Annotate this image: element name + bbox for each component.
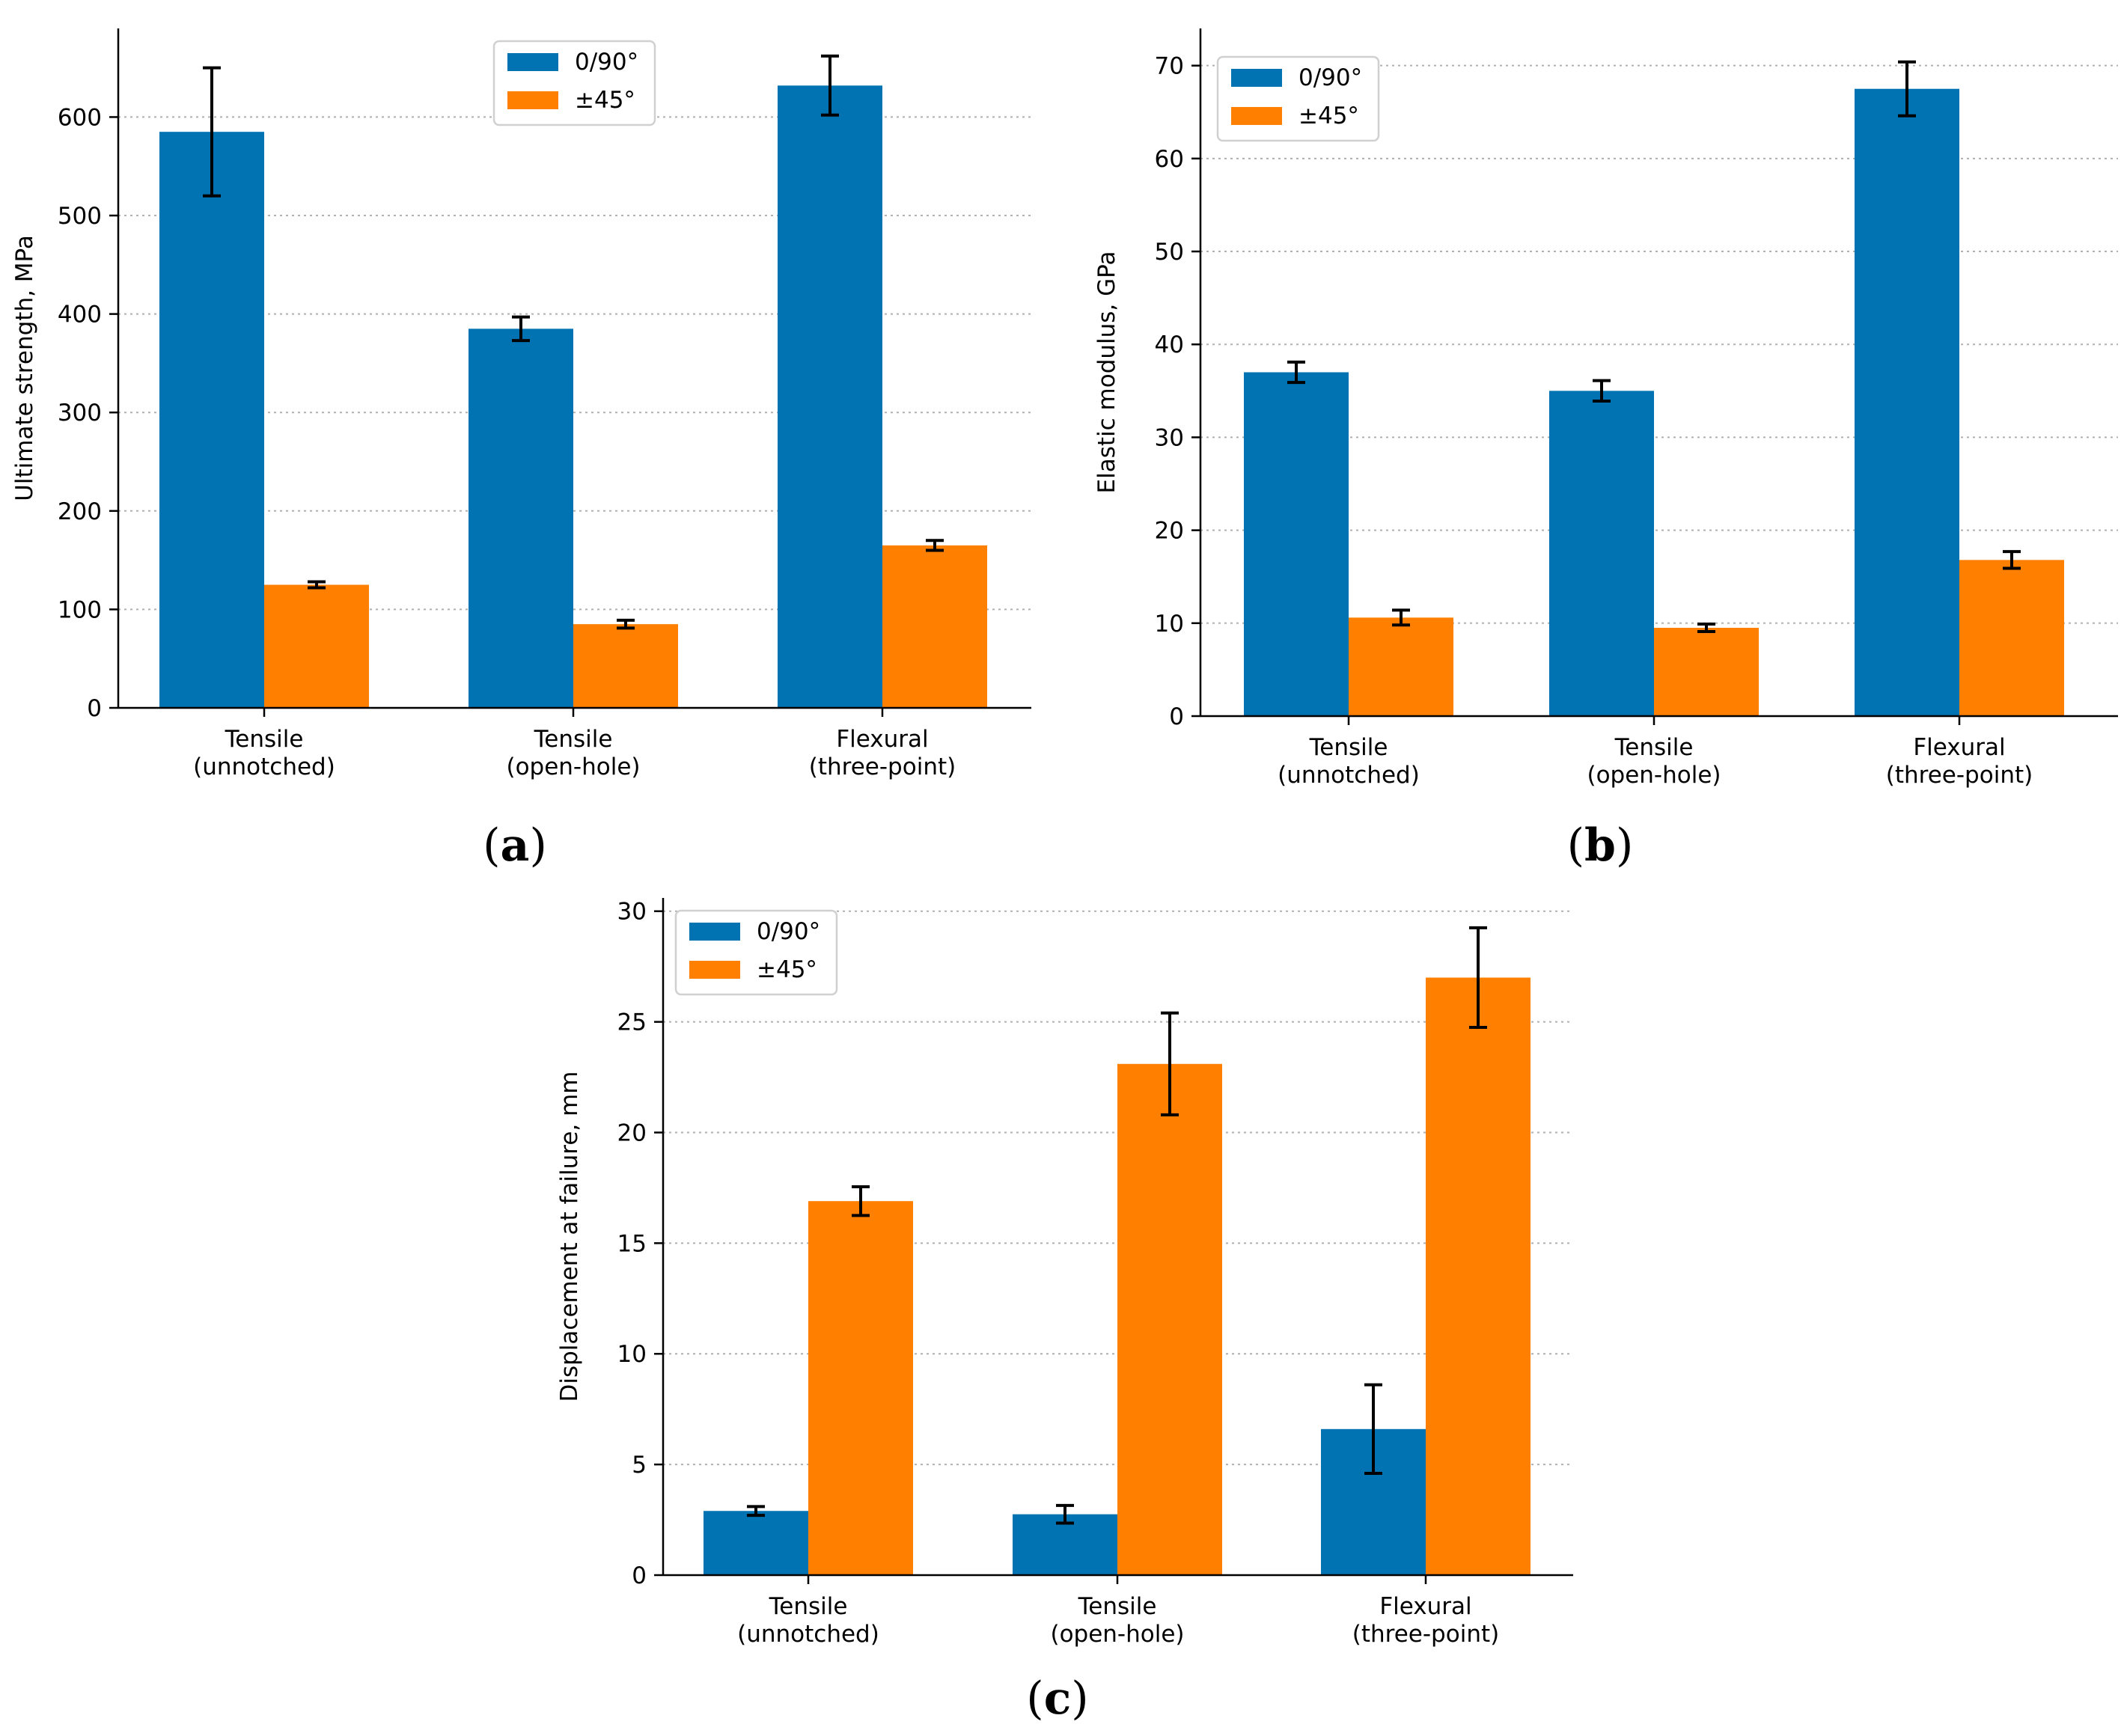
bar bbox=[1426, 977, 1531, 1575]
y-tick-label: 50 bbox=[1155, 239, 1184, 266]
bar bbox=[778, 85, 882, 708]
x-tick-label: Flexural bbox=[1379, 1593, 1471, 1620]
x-tick-label: Tensile bbox=[1078, 1593, 1157, 1620]
x-tick-label: Flexural bbox=[1913, 734, 2005, 761]
panel-c-label: (c) bbox=[1026, 1672, 1088, 1725]
legend-swatch bbox=[689, 961, 740, 979]
y-tick-label: 10 bbox=[617, 1341, 647, 1368]
bar bbox=[1117, 1063, 1222, 1575]
legend-swatch bbox=[689, 923, 740, 941]
y-tick-label: 25 bbox=[617, 1009, 647, 1036]
x-tick-label: Tensile bbox=[769, 1593, 848, 1620]
x-tick-label: (unnotched) bbox=[193, 754, 335, 780]
y-tick-label: 10 bbox=[1155, 611, 1184, 638]
panel-a-chart: 0100200300400500600Tensile(unnotched)Ten… bbox=[11, 28, 1031, 780]
legend-entry: 0/90° bbox=[757, 918, 820, 945]
bar bbox=[573, 624, 678, 708]
y-tick-label: 400 bbox=[58, 302, 102, 328]
x-tick-label: Tensile bbox=[225, 726, 304, 753]
x-tick-label: Tensile bbox=[534, 726, 613, 753]
bar bbox=[1549, 391, 1654, 716]
bar bbox=[1244, 372, 1349, 716]
y-tick-label: 20 bbox=[1155, 518, 1184, 545]
bar bbox=[882, 545, 987, 708]
legend-entry: 0/90° bbox=[575, 49, 638, 76]
y-tick-label: 20 bbox=[617, 1119, 647, 1146]
legend-swatch bbox=[507, 91, 558, 109]
panel-b-label: (b) bbox=[1567, 819, 1634, 872]
y-tick-label: 500 bbox=[58, 203, 102, 230]
x-tick-label: (three-point) bbox=[1886, 762, 2033, 789]
y-tick-label: 15 bbox=[617, 1230, 647, 1257]
x-tick-label: (open-hole) bbox=[1050, 1621, 1184, 1648]
legend-swatch bbox=[1231, 69, 1282, 87]
panel-b-chart: 010203040506070Tensile(unnotched)Tensile… bbox=[1093, 28, 2118, 789]
bar bbox=[1349, 617, 1453, 716]
legend-entry: ±45° bbox=[575, 87, 635, 114]
y-tick-label: 100 bbox=[58, 596, 102, 623]
panel-a-label: (a) bbox=[483, 819, 547, 872]
y-tick-label: 0 bbox=[87, 695, 102, 722]
legend-entry: 0/90° bbox=[1298, 64, 1362, 91]
y-tick-label: 0 bbox=[632, 1562, 647, 1589]
bar bbox=[704, 1511, 808, 1575]
legend-swatch bbox=[1231, 107, 1282, 125]
y-tick-label: 30 bbox=[1155, 424, 1184, 451]
y-tick-label: 600 bbox=[58, 104, 102, 131]
x-tick-label: Tensile bbox=[1309, 734, 1388, 761]
y-tick-label: 200 bbox=[58, 498, 102, 525]
y-tick-label: 60 bbox=[1155, 146, 1184, 173]
x-tick-label: (unnotched) bbox=[737, 1621, 879, 1648]
x-tick-label: (three-point) bbox=[809, 754, 956, 780]
bar bbox=[1959, 560, 2064, 716]
x-tick-label: (open-hole) bbox=[1587, 762, 1721, 789]
x-tick-label: (open-hole) bbox=[506, 754, 640, 780]
bar bbox=[808, 1201, 913, 1575]
bar bbox=[1654, 628, 1759, 716]
bar bbox=[264, 584, 369, 708]
y-axis-label: Elastic modulus, GPa bbox=[1093, 251, 1120, 494]
y-axis-label: Displacement at failure, mm bbox=[556, 1072, 583, 1402]
y-tick-label: 5 bbox=[632, 1452, 647, 1479]
y-tick-label: 70 bbox=[1155, 53, 1184, 80]
bar bbox=[1855, 88, 1959, 717]
x-tick-label: Tensile bbox=[1614, 734, 1694, 761]
y-tick-label: 300 bbox=[58, 400, 102, 427]
y-tick-label: 0 bbox=[1169, 703, 1184, 730]
bar bbox=[159, 132, 264, 708]
x-tick-label: (three-point) bbox=[1352, 1621, 1499, 1648]
legend-swatch bbox=[507, 53, 558, 71]
legend-entry: ±45° bbox=[757, 956, 817, 983]
legend-entry: ±45° bbox=[1298, 103, 1359, 129]
y-axis-label: Ultimate strength, MPa bbox=[11, 235, 38, 501]
y-tick-label: 30 bbox=[617, 899, 647, 926]
x-tick-label: Flexural bbox=[836, 726, 928, 753]
x-tick-label: (unnotched) bbox=[1278, 762, 1420, 789]
y-tick-label: 40 bbox=[1155, 331, 1184, 358]
panel-c-chart: 051015202530Tensile(unnotched)Tensile(op… bbox=[556, 898, 1573, 1648]
bar bbox=[469, 328, 573, 708]
